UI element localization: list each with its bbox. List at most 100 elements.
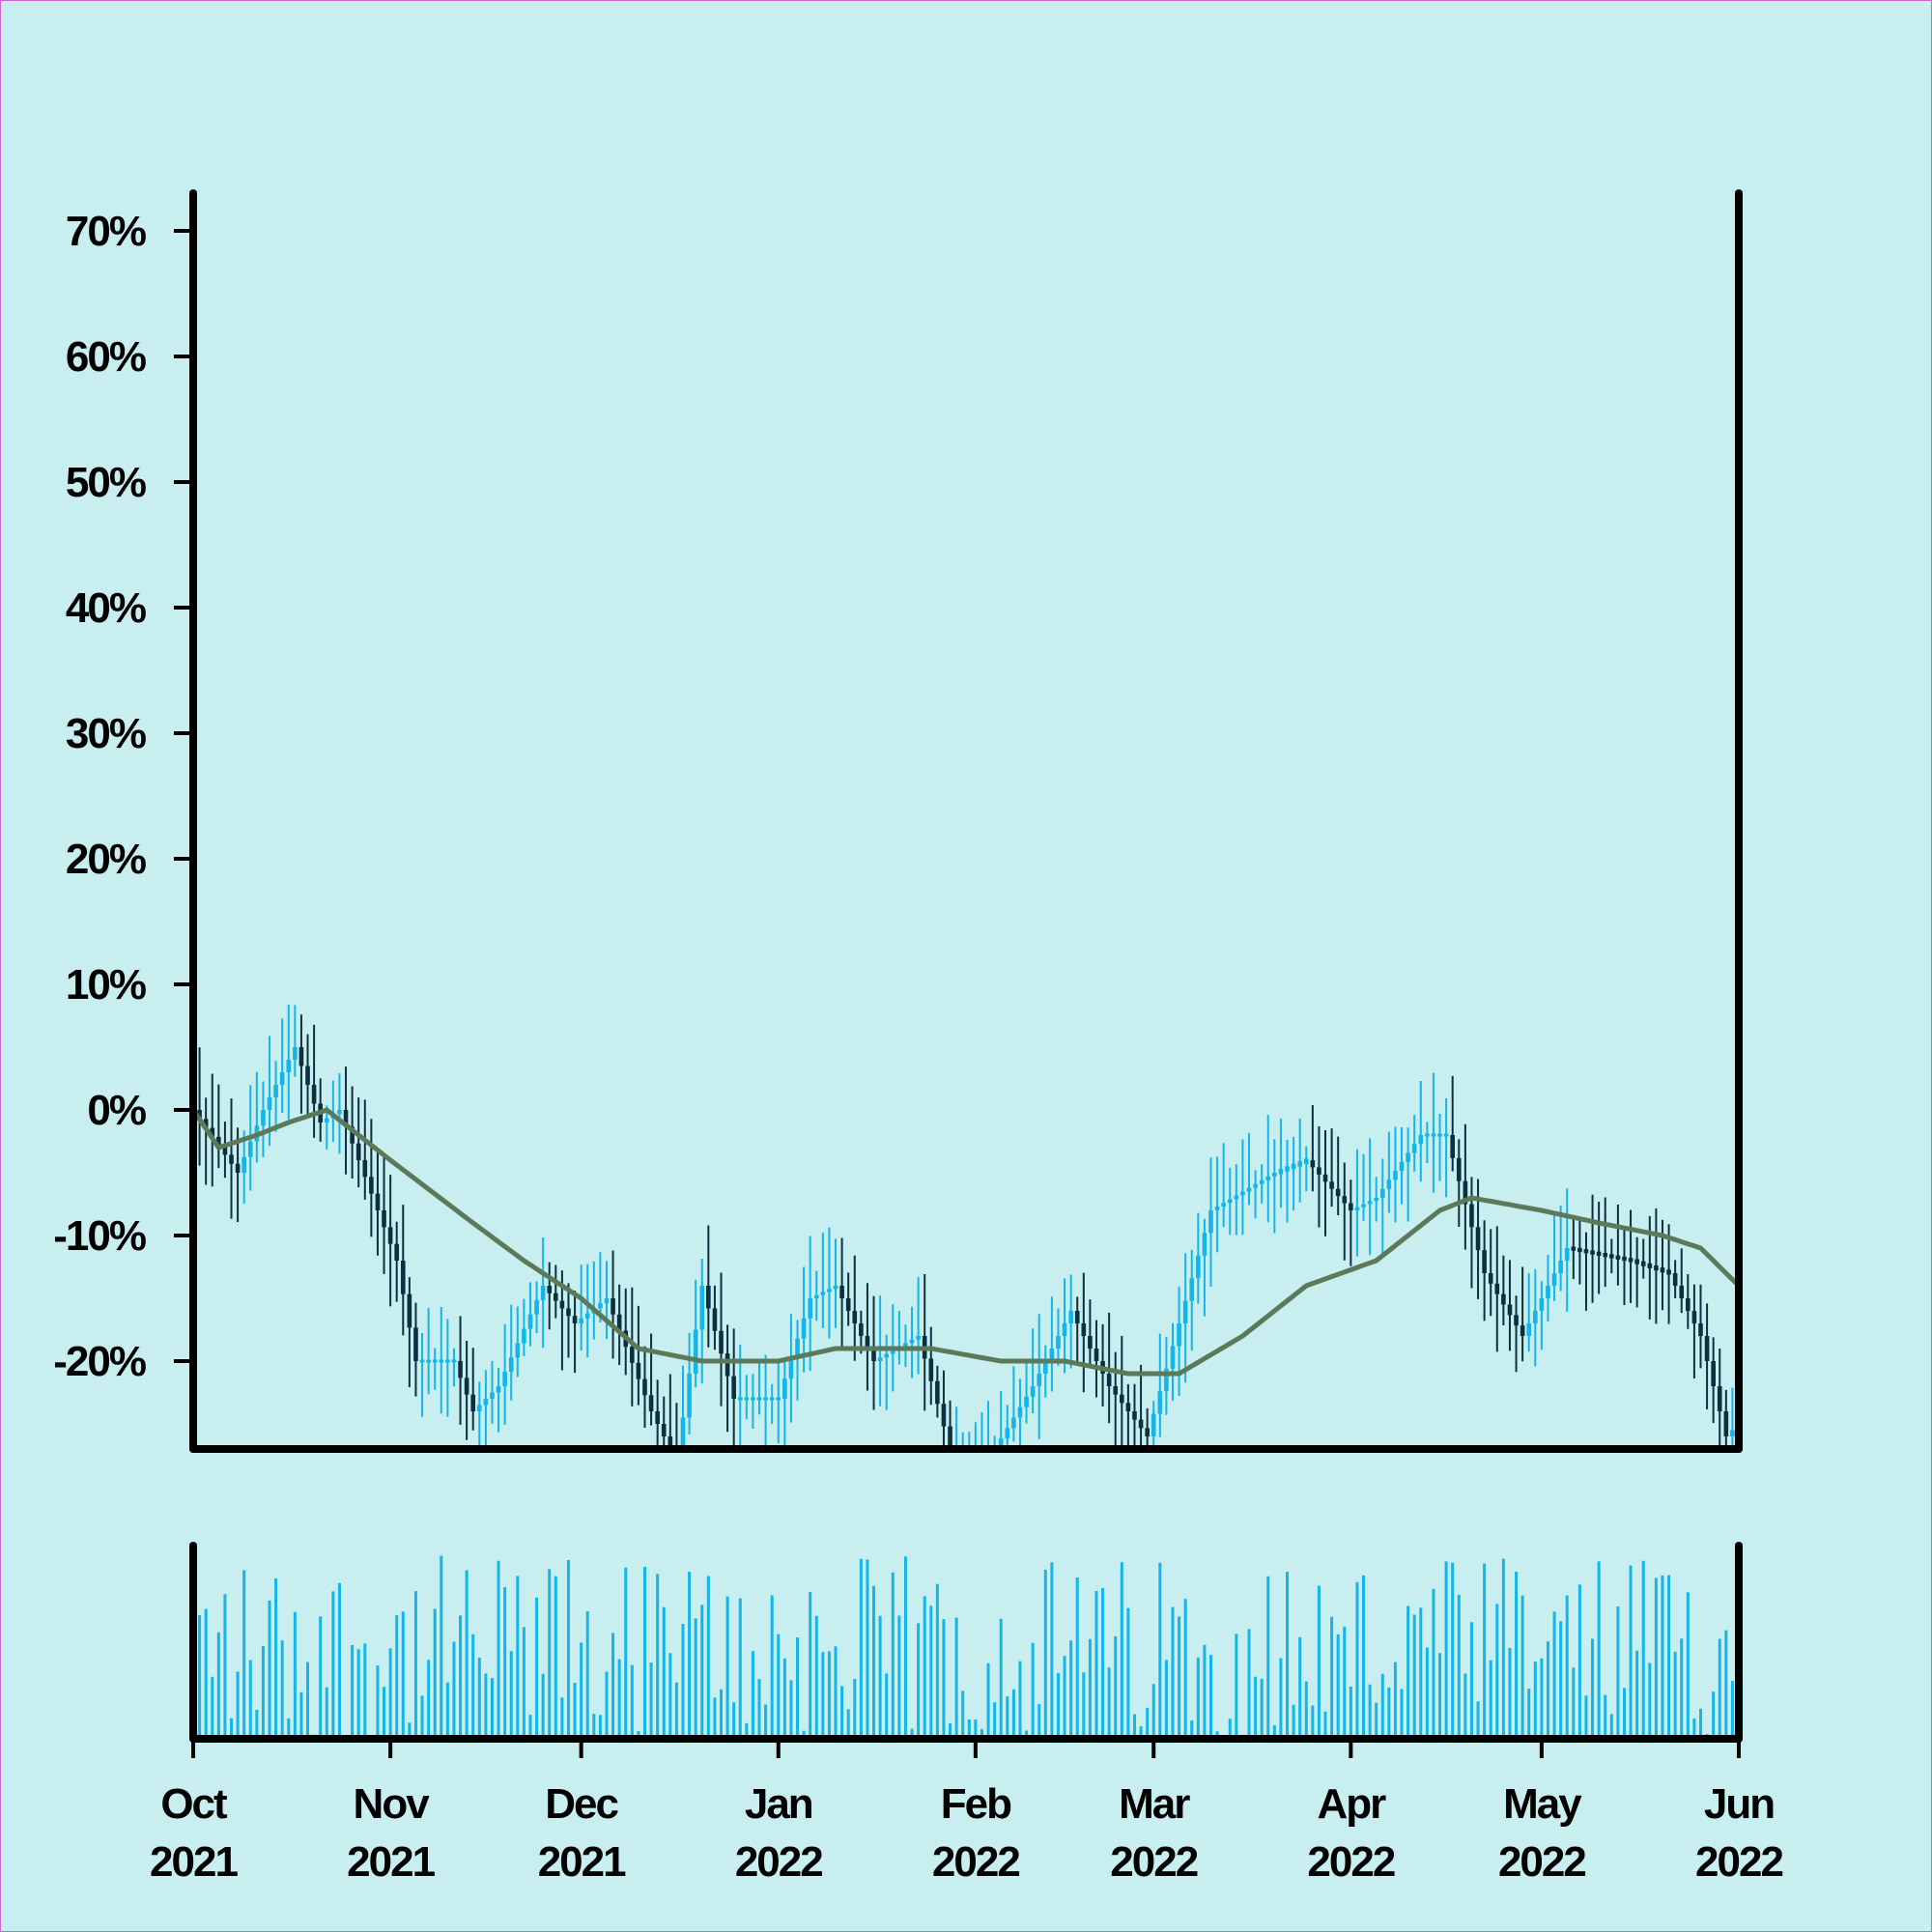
- candle-body: [839, 1286, 844, 1298]
- candle-body: [1431, 1133, 1436, 1137]
- candle-body: [827, 1289, 832, 1293]
- candle-body: [1349, 1203, 1353, 1210]
- volume-bar: [1279, 1658, 1283, 1739]
- volume-bar: [980, 1728, 983, 1739]
- candle-body: [719, 1330, 724, 1354]
- candle-body: [1640, 1261, 1646, 1266]
- volume-bar: [356, 1649, 360, 1739]
- candle-body: [502, 1372, 507, 1386]
- candle-body: [445, 1359, 450, 1363]
- volume-bar: [1546, 1641, 1549, 1739]
- candle-body: [598, 1303, 603, 1309]
- candle-body: [1456, 1157, 1462, 1181]
- volume-bar: [248, 1660, 252, 1739]
- volume-bar: [656, 1574, 660, 1739]
- volume-bar: [1718, 1638, 1721, 1739]
- x-tick-label-month: Nov: [354, 1780, 431, 1828]
- candle-body: [1208, 1210, 1213, 1234]
- x-tick-label-month: Oct: [160, 1780, 228, 1828]
- volume-bar: [1208, 1655, 1212, 1739]
- volume-bar: [1412, 1614, 1416, 1739]
- x-axis-ticks: Oct 2021 Nov 2021 Dec 2021 Jan 2022 Feb 2022 Mar 20…: [150, 1739, 1784, 1886]
- volume-bar: [1641, 1560, 1645, 1739]
- volume-bar: [999, 1618, 1003, 1739]
- candle-body: [279, 1072, 285, 1085]
- candle-body: [1164, 1368, 1169, 1392]
- candle-body: [1145, 1428, 1150, 1436]
- volume-bar: [1075, 1577, 1079, 1739]
- candle-body: [426, 1359, 431, 1363]
- volume-bar: [230, 1718, 234, 1739]
- candle-body: [877, 1357, 883, 1361]
- volume-bar: [268, 1600, 271, 1739]
- volume-bar: [211, 1676, 214, 1739]
- volume-bar: [598, 1715, 602, 1739]
- candle-body: [1437, 1133, 1442, 1137]
- volume-bar: [789, 1680, 793, 1739]
- volume-bar: [1101, 1587, 1105, 1739]
- volume-bar: [452, 1641, 456, 1739]
- volume-bar: [1183, 1599, 1187, 1739]
- volume-bar: [910, 1728, 914, 1739]
- candle-body: [1450, 1135, 1456, 1158]
- x-tick-label-year: 2022: [735, 1838, 822, 1886]
- volume-bar: [401, 1611, 405, 1739]
- volume-bar: [917, 1623, 921, 1739]
- candle-body: [687, 1374, 692, 1418]
- volume-bar: [1400, 1689, 1404, 1739]
- volume-bar: [255, 1709, 259, 1739]
- candle-body: [782, 1378, 787, 1399]
- candle-body: [648, 1395, 654, 1411]
- candle-body: [464, 1378, 469, 1395]
- volume-bar: [986, 1662, 990, 1739]
- candle-body: [1551, 1273, 1557, 1286]
- volume-bar: [846, 1709, 850, 1739]
- candle-body: [1196, 1255, 1201, 1279]
- volume-bar: [560, 1697, 564, 1739]
- volume-bar: [445, 1682, 449, 1739]
- volume-bar: [1692, 1719, 1696, 1739]
- candle-body: [1526, 1323, 1532, 1336]
- candle-body: [439, 1359, 444, 1363]
- x-tick-label-month: Jan: [745, 1780, 812, 1828]
- candle-body: [1246, 1187, 1252, 1192]
- candle-body: [788, 1358, 794, 1379]
- volume-bar: [1317, 1585, 1321, 1739]
- volume-bar: [433, 1608, 437, 1739]
- candle-body: [616, 1314, 622, 1331]
- candle-body: [324, 1118, 329, 1122]
- candle-body: [1672, 1273, 1678, 1286]
- volume-bar: [1018, 1661, 1022, 1739]
- volume-bar: [198, 1615, 202, 1739]
- candle-body: [1698, 1323, 1703, 1336]
- volume-bar: [853, 1679, 857, 1739]
- x-tick-label-year: 2022: [932, 1838, 1019, 1886]
- candle-body: [1068, 1311, 1073, 1323]
- candle-body: [1094, 1349, 1099, 1361]
- volume-bar: [1730, 1681, 1734, 1739]
- volume-bar: [840, 1686, 844, 1739]
- candle-body: [903, 1343, 908, 1348]
- candle-body: [1329, 1181, 1334, 1189]
- volume-bar: [1228, 1719, 1232, 1739]
- volume-bar: [1069, 1640, 1073, 1739]
- volume-bar: [764, 1704, 768, 1739]
- candle-body: [801, 1318, 807, 1339]
- candle-body: [355, 1143, 361, 1160]
- candle-body: [400, 1261, 406, 1294]
- candle-body: [413, 1327, 418, 1361]
- candle-body: [1113, 1386, 1119, 1395]
- candle-body: [1221, 1203, 1226, 1208]
- candle-body: [1717, 1386, 1722, 1411]
- volume-bar: [1616, 1605, 1620, 1739]
- candle-body: [394, 1243, 400, 1261]
- candle-body: [1120, 1394, 1124, 1404]
- volume-bar: [751, 1651, 754, 1739]
- volume-bar: [637, 1730, 640, 1739]
- volume-bar: [1190, 1720, 1194, 1739]
- volume-bar: [1495, 1604, 1499, 1739]
- volume-bar: [395, 1615, 399, 1739]
- volume-bar: [484, 1673, 488, 1739]
- candle-body: [1253, 1183, 1258, 1188]
- volume-bar: [1355, 1581, 1359, 1739]
